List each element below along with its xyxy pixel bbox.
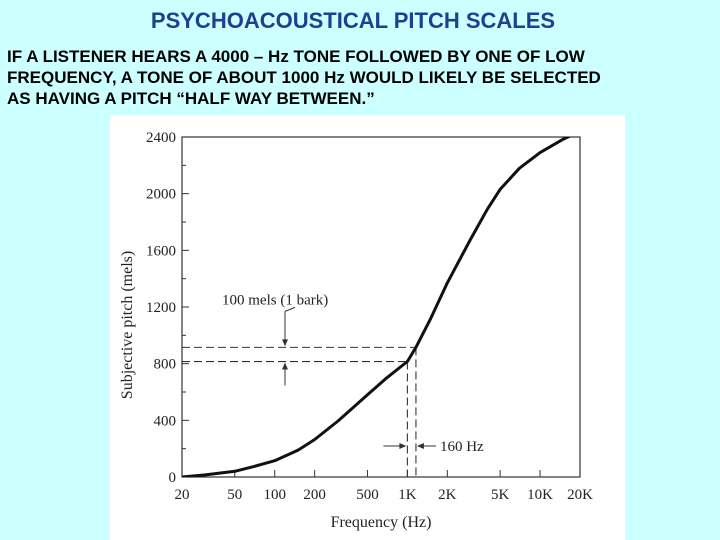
mel-arrowhead-top [282,339,288,347]
mel-arrow-leader [284,306,296,312]
x-tick-label: 200 [303,487,326,503]
x-tick-label: 10K [527,487,553,503]
body-line: FREQUENCY, A TONE OF ABOUT 1000 Hz WOULD… [7,68,601,87]
y-tick-label: 0 [169,470,177,486]
body-line: AS HAVING A PITCH “HALF WAY BETWEEN.” [7,89,375,108]
y-tick-label: 400 [154,413,177,429]
x-tick-label: 5K [491,487,510,503]
annotation-label-hz: 160 Hz [440,439,484,455]
x-axis-title: Frequency (Hz) [331,514,432,531]
hz-arrowhead-left [399,443,407,449]
mel-scale-chart: 100 mels (1 bark) 160 Hz 0 400 800 1200 1600 2… [119,130,593,531]
mel-curve [182,137,572,477]
y-tick-label: 2400 [146,130,176,146]
x-tick-label: 20 [175,487,190,503]
mel-scale-figure: 100 mels (1 bark) 160 Hz 0 400 800 1200 1600 2… [110,115,625,540]
y-tick-label: 1600 [146,243,176,259]
y-tick-label: 2000 [146,187,176,203]
annotation-label-mels: 100 mels (1 bark) [222,292,328,308]
x-tick-label: 2K [438,487,457,503]
hz-arrowhead-right [416,443,424,449]
y-tick-label: 800 [154,357,177,373]
y-axis-title: Subjective pitch (mels) [119,251,136,399]
x-tick-label: 50 [227,487,242,503]
y-tick-label: 1200 [146,300,176,316]
x-tick-label: 500 [356,487,379,503]
x-tick-label: 1K [398,487,417,503]
body-line: IF A LISTENER HEARS A 4000 – Hz TONE FOL… [7,47,585,66]
slide-title: PSYCHOACOUSTICAL PITCH SCALES [150,8,556,33]
mel-arrowhead-bottom [282,362,288,370]
x-tick-label: 20K [567,487,593,503]
slide-body-text: IF A LISTENER HEARS A 4000 – Hz TONE FOL… [7,46,715,109]
x-tick-label: 100 [263,487,286,503]
